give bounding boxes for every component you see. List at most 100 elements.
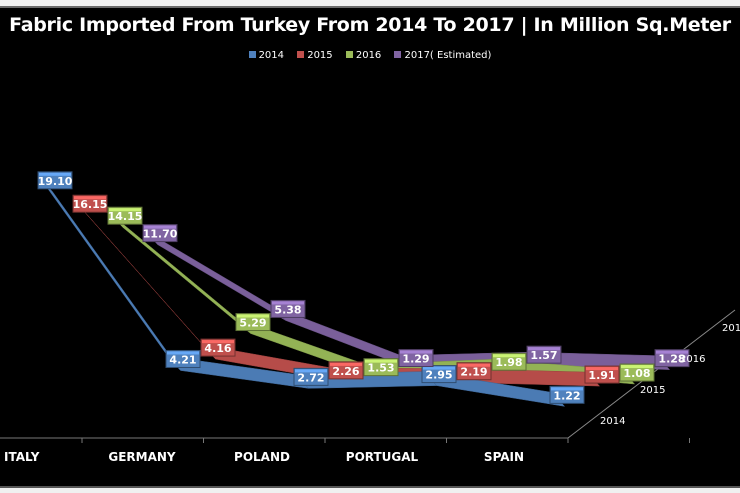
- data-labels: 19.10 4.21 2.72 2.95 1.22 16.15 4.16 2.26 2.19 1.…: [37, 171, 690, 404]
- data-label-bevel: [109, 208, 141, 212]
- data-label: 5.38: [270, 299, 306, 318]
- data-label-text: 2.19: [460, 366, 487, 379]
- data-label-box: [549, 385, 585, 404]
- data-label-box: [165, 349, 201, 368]
- data-label-bevel: [423, 366, 455, 370]
- legend-item-2015: 2015: [297, 50, 333, 61]
- data-label-box: [421, 365, 457, 384]
- data-label-box: [142, 224, 178, 243]
- legend-item-2017: 2017( Estimated): [394, 50, 491, 61]
- data-label-box: [654, 349, 690, 368]
- data-label-bevel: [551, 387, 583, 391]
- data-label-box: [328, 361, 364, 380]
- data-label: 1.91: [584, 365, 620, 384]
- data-label-box: [37, 171, 73, 190]
- data-label: 2.26: [328, 361, 364, 380]
- legend-swatch: [345, 51, 353, 58]
- data-label-bevel: [202, 340, 234, 344]
- legend-label: 2015: [307, 50, 333, 61]
- data-label-bevel: [272, 301, 304, 305]
- data-label-text: 1.98: [495, 356, 522, 369]
- depth-label: 2017: [722, 323, 740, 334]
- data-label-bevel: [39, 172, 71, 176]
- data-label: 2.95: [421, 365, 457, 384]
- data-label-text: 11.70: [143, 228, 178, 241]
- data-label-text: 14.15: [108, 210, 143, 223]
- data-label: 11.70: [142, 224, 178, 243]
- data-label-bevel: [295, 369, 327, 373]
- data-label-box: [270, 299, 306, 318]
- data-label-box: [72, 194, 108, 213]
- data-label-bevel: [621, 365, 653, 369]
- ribbon-segment: [109, 213, 251, 334]
- data-label-text: 1.28: [658, 353, 685, 366]
- data-label-box: [107, 206, 143, 225]
- data-label-bevel: [365, 359, 397, 363]
- data-label-bevel: [586, 367, 618, 371]
- data-label: 1.53: [363, 358, 399, 377]
- chart-frame: [0, 6, 740, 488]
- data-label-text: 1.53: [367, 362, 394, 375]
- data-label-box: [619, 363, 655, 382]
- data-label: 14.15: [107, 206, 143, 225]
- data-label-text: 1.22: [553, 389, 580, 402]
- data-label-box: [456, 362, 492, 381]
- data-label-bevel: [330, 362, 362, 366]
- data-label-box: [526, 345, 562, 364]
- depth-labels: 2014 2015 2016 2017: [600, 323, 740, 427]
- legend-swatch: [297, 51, 305, 58]
- data-label-text: 16.15: [73, 198, 108, 211]
- data-label-text: 2.26: [332, 365, 359, 378]
- chart-title: Fabric Imported From Turkey From 2014 To…: [9, 14, 731, 36]
- data-label-bevel: [74, 196, 106, 200]
- data-label-box: [235, 313, 271, 332]
- data-label-text: 1.29: [402, 353, 429, 366]
- data-label: 4.16: [200, 338, 236, 357]
- depth-label: 2015: [640, 385, 665, 396]
- data-label-box: [584, 365, 620, 384]
- data-label-text: 1.08: [623, 367, 650, 380]
- data-label-bevel: [528, 347, 560, 351]
- data-label-box: [398, 349, 434, 368]
- data-label-bevel: [237, 314, 269, 318]
- data-label: 4.21: [165, 349, 201, 368]
- data-label-bevel: [167, 351, 199, 355]
- ribbon-segment: [144, 230, 286, 321]
- category-label: PORTUGAL: [346, 450, 419, 464]
- depth-label: 2014: [600, 416, 625, 427]
- data-label-box: [363, 358, 399, 377]
- legend-item-2014: 2014: [248, 50, 285, 61]
- legend-label: 2016: [355, 50, 382, 61]
- data-label-text: 1.91: [588, 369, 615, 382]
- data-label: 1.98: [491, 352, 527, 371]
- legend-label: 2017( Estimated): [404, 50, 492, 61]
- data-label-bevel: [144, 225, 176, 229]
- data-label: 1.22: [549, 385, 585, 404]
- data-label-text: 4.21: [169, 353, 196, 366]
- depth-label: 2016: [680, 354, 705, 365]
- data-label: 1.08: [619, 363, 655, 382]
- data-label: 19.10: [37, 171, 73, 190]
- chart-legend: 2014 2015 2016 2017( Estimated): [0, 50, 740, 61]
- data-label-box: [293, 367, 329, 386]
- data-label: 2.19: [456, 362, 492, 381]
- data-label-text: 2.72: [297, 371, 324, 384]
- data-label-bevel: [400, 350, 432, 354]
- data-label-text: 1.57: [530, 349, 557, 362]
- category-label: POLAND: [234, 450, 290, 464]
- legend-label: 2014: [258, 50, 285, 61]
- data-label-text: 5.38: [274, 303, 301, 316]
- legend-swatch: [394, 51, 402, 58]
- data-label-bevel: [656, 350, 688, 354]
- data-label: 16.15: [72, 194, 108, 213]
- data-label: 1.29: [398, 349, 434, 368]
- category-label: SPAIN: [484, 450, 524, 464]
- legend-item-2016: 2016: [345, 50, 382, 61]
- data-label-text: 4.16: [204, 342, 231, 355]
- category-label: GERMANY: [108, 450, 176, 464]
- data-label-text: 19.10: [38, 175, 73, 188]
- legend-swatch: [248, 51, 256, 58]
- data-label-box: [491, 352, 527, 371]
- data-label: 1.57: [526, 345, 562, 364]
